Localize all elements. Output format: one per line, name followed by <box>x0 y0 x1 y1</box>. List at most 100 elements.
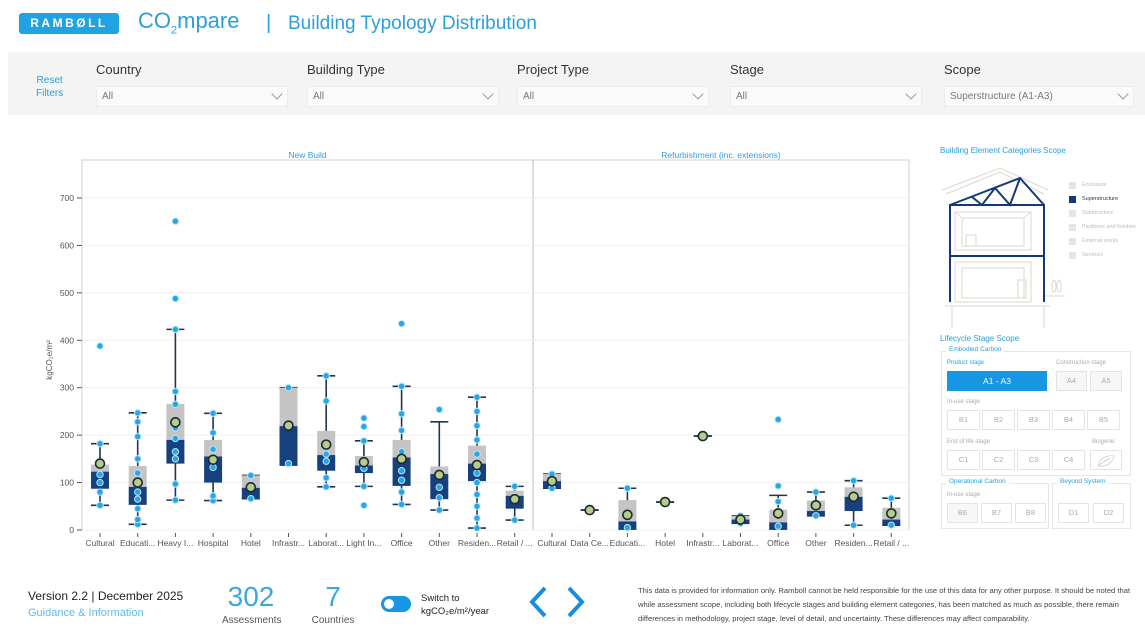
data-point <box>171 294 180 303</box>
legend-label: Superstructure <box>1082 196 1119 202</box>
x-tick-label: Infrastr... <box>686 538 719 548</box>
embodied-carbon-group: Embodied Carbon Product stage Constructi… <box>941 346 1131 476</box>
project-type-select[interactable]: All <box>517 86 709 107</box>
reset-label-2: Filters <box>36 88 64 99</box>
stage-select[interactable]: All <box>730 86 922 107</box>
x-tick-label: Residen... <box>458 538 496 548</box>
stage-b2-button[interactable]: B2 <box>982 410 1015 430</box>
data-point <box>322 372 330 380</box>
data-point <box>473 407 481 416</box>
stage-b1-button[interactable]: B1 <box>947 410 980 430</box>
reset-label-1: Reset <box>36 75 63 86</box>
stage-b7-button[interactable]: B7 <box>981 503 1012 523</box>
y-tick-label: 600 <box>60 240 74 250</box>
panel-title: Refurbishment (inc. extensions) <box>661 150 781 160</box>
guidance-link[interactable]: Guidance & Information <box>28 607 144 619</box>
legend-swatch <box>1069 181 1076 189</box>
stage-b5-button[interactable]: B5 <box>1087 410 1120 430</box>
building-type-select[interactable]: All <box>307 86 499 107</box>
data-point <box>435 483 443 492</box>
stage-b8-button[interactable]: B8 <box>1015 503 1046 523</box>
ramboll-logo: RAMBØLL <box>19 13 119 34</box>
reset-filters-button[interactable]: Reset Filters <box>36 74 63 100</box>
mean-marker <box>320 439 332 450</box>
mean-marker <box>283 420 294 431</box>
page-title: Building Typology Distribution <box>288 13 537 34</box>
stage-c1-button[interactable]: C1 <box>947 450 980 470</box>
data-point <box>209 429 217 437</box>
boxplot-chart: 0 100 200 300 400 500 600 700 kgCO₂e/m² New Build… <box>45 150 910 548</box>
eol-stage-label: End of life stage <box>947 439 991 445</box>
chevron-down-icon <box>1117 88 1129 100</box>
data-point <box>360 482 368 491</box>
chevron-down-icon <box>692 88 704 100</box>
stage-c4-button[interactable]: C4 <box>1052 450 1085 470</box>
stage-c3-button[interactable]: C3 <box>1017 450 1050 470</box>
stage-d2-button[interactable]: D2 <box>1093 503 1124 523</box>
data-point <box>247 471 255 480</box>
data-point <box>623 523 632 532</box>
mean-marker <box>622 509 633 521</box>
data-point <box>473 524 481 532</box>
scope-select[interactable]: Superstructure (A1-A3) <box>944 86 1134 107</box>
select-value: All <box>736 91 748 102</box>
stage-a5-button[interactable]: A5 <box>1090 371 1122 391</box>
stage-a1-a3-button[interactable]: A1 - A3 <box>947 371 1047 391</box>
inuse-stage-label: In-use stage <box>947 399 981 405</box>
data-point <box>397 382 406 390</box>
operational-carbon-group: Operational Carbon In-use stage B6 B7 B8 <box>941 478 1049 529</box>
legend-item: Substructure <box>1069 206 1136 220</box>
unit-toggle[interactable] <box>381 596 411 612</box>
x-tick-label: Data Ce... <box>571 538 609 548</box>
stage-a4-button[interactable]: A4 <box>1056 371 1087 391</box>
mean-marker <box>848 491 859 503</box>
data-point <box>473 393 481 401</box>
chevron-left-icon <box>529 586 547 618</box>
x-tick-label: Light In... <box>346 538 381 548</box>
y-tick-label: 200 <box>60 430 74 440</box>
data-point <box>134 515 142 524</box>
next-page-button[interactable] <box>565 585 587 619</box>
data-point <box>171 455 180 463</box>
data-point <box>511 516 519 524</box>
data-point <box>322 483 330 491</box>
stage-b4-button[interactable]: B4 <box>1052 410 1085 430</box>
data-point <box>473 469 481 477</box>
stage-b3-button[interactable]: B3 <box>1017 410 1050 430</box>
data-point <box>322 450 330 458</box>
mean-marker <box>433 469 445 481</box>
country-select[interactable]: All <box>96 86 288 107</box>
filter-project-type: Project Type All <box>517 62 709 107</box>
box-lower <box>279 426 298 466</box>
stage-c2-button[interactable]: C2 <box>982 450 1015 470</box>
data-point <box>360 422 368 431</box>
data-point <box>473 478 481 487</box>
y-tick-label: 0 <box>69 525 74 535</box>
title-separator: | <box>266 12 272 34</box>
data-point <box>322 397 330 405</box>
y-tick-label: 300 <box>60 383 74 393</box>
mean-marker <box>810 500 822 511</box>
data-point <box>247 494 255 503</box>
stage-b6-button[interactable]: B6 <box>947 503 978 523</box>
x-tick-label: Other <box>429 538 450 548</box>
data-point <box>171 387 180 396</box>
previous-page-button[interactable] <box>527 585 549 619</box>
legend-label: Services <box>1082 252 1104 258</box>
biogenic-button[interactable] <box>1090 450 1122 470</box>
data-point <box>887 494 895 502</box>
chevron-down-icon <box>482 88 494 100</box>
select-value: All <box>102 91 114 102</box>
data-point <box>134 432 142 441</box>
data-point <box>96 439 104 448</box>
mean-marker <box>94 458 106 469</box>
mean-marker <box>509 493 521 505</box>
data-point <box>849 521 858 529</box>
data-point <box>96 470 104 479</box>
filter-label: Stage <box>730 62 764 77</box>
data-point <box>511 482 519 491</box>
x-tick-label: Hospital <box>198 538 229 548</box>
legend-label: External works <box>1082 238 1119 244</box>
construction-stage-label: Construction stage <box>1056 360 1107 366</box>
stage-d1-button[interactable]: D1 <box>1058 503 1089 523</box>
